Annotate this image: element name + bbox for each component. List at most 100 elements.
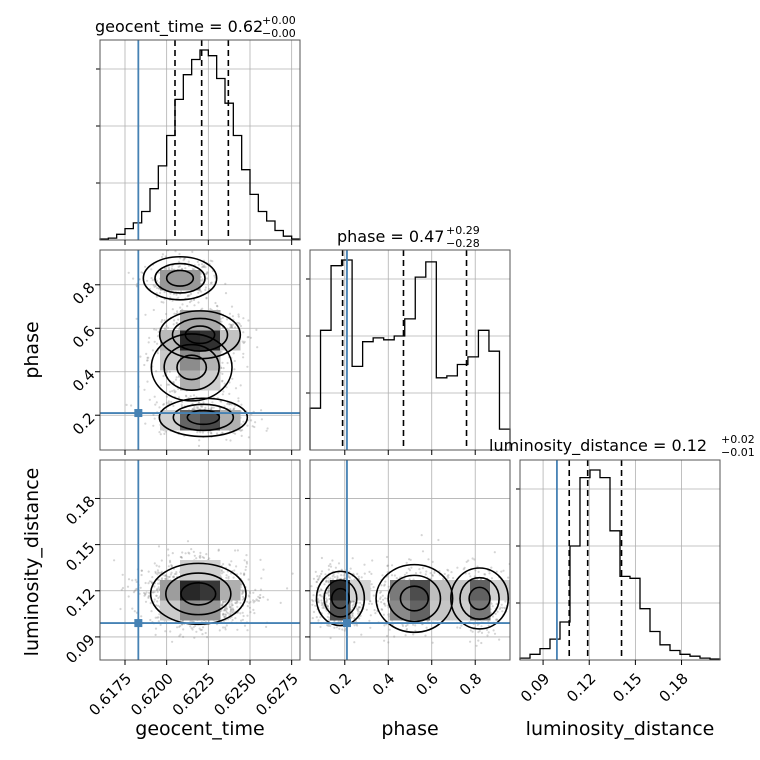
panel-luminosity-distance-vs-geocent-time-point bbox=[154, 616, 157, 619]
panel-luminosity-distance-vs-geocent-time-point bbox=[231, 607, 234, 610]
panel-luminosity-distance-vs-phase-point bbox=[311, 599, 314, 602]
ytick-label-phase-0: 0.2 bbox=[69, 409, 99, 439]
panel-phase-vs-geocent-time-point bbox=[184, 394, 188, 397]
panel-phase-vs-geocent-time-point bbox=[201, 431, 204, 434]
panel-phase-vs-geocent-time-point bbox=[146, 359, 149, 362]
panel-phase-vs-geocent-time-point bbox=[185, 395, 188, 398]
panel-luminosity-distance-vs-geocent-time-point bbox=[143, 591, 146, 595]
panel-luminosity-distance-vs-geocent-time-point bbox=[223, 608, 226, 612]
panel-luminosity-distance-vs-geocent-time-point bbox=[229, 610, 232, 614]
panel-luminosity-distance-vs-phase-point bbox=[326, 599, 329, 602]
panel-luminosity-distance-vs-geocent-time-point bbox=[148, 594, 151, 598]
panel-luminosity-distance-vs-geocent-time-point bbox=[259, 596, 262, 600]
panel-phase-vs-geocent-time-point bbox=[163, 432, 166, 435]
panel-phase-vs-geocent-time-point bbox=[153, 417, 156, 420]
panel-luminosity-distance-vs-phase-point bbox=[383, 602, 386, 605]
panel-phase-vs-geocent-time-point bbox=[167, 400, 170, 403]
panel-luminosity-distance-vs-phase-point bbox=[332, 573, 335, 577]
panel-luminosity-distance-vs-phase-point bbox=[477, 570, 480, 574]
panel-luminosity-distance-vs-geocent-time-point bbox=[156, 590, 159, 594]
panel-phase-vs-geocent-time-point bbox=[158, 287, 161, 290]
panel-phase-vs-geocent-time-point bbox=[241, 429, 244, 432]
panel-phase-vs-geocent-time-point bbox=[239, 384, 242, 387]
panel-phase-vs-geocent-time-point bbox=[242, 352, 245, 355]
panel-luminosity-distance-vs-phase-point bbox=[370, 602, 373, 606]
panel-luminosity-distance-vs-geocent-time-point bbox=[140, 573, 143, 577]
panel-luminosity-distance-vs-phase-point bbox=[356, 609, 359, 612]
panel-phase-vs-geocent-time-point bbox=[181, 303, 184, 306]
panel-phase-vs-geocent-time-point bbox=[216, 305, 219, 308]
panel-luminosity-distance-vs-geocent-time-point bbox=[221, 602, 224, 606]
panel-luminosity-distance-vs-phase-point bbox=[319, 625, 322, 629]
panel-luminosity-distance-vs-phase-point bbox=[356, 607, 359, 610]
panel-luminosity-distance-vs-geocent-time-point bbox=[247, 578, 250, 581]
panel-luminosity-distance-vs-geocent-time-point bbox=[148, 591, 151, 594]
panel-luminosity-distance-vs-geocent-time-point bbox=[178, 635, 181, 638]
panel-luminosity-distance-vs-phase-point bbox=[371, 559, 374, 562]
panel-phase-vs-geocent-time-point bbox=[233, 368, 236, 371]
xtick-label-geocent-time-0: 0.6175 bbox=[85, 670, 135, 720]
panel-luminosity-distance-vs-geocent-time-point bbox=[224, 607, 227, 610]
xtick-label-luminosity-distance-3: 0.18 bbox=[655, 670, 691, 706]
panel-luminosity-distance-vs-phase-point bbox=[421, 567, 424, 570]
title-luminosity-distance-plus: +0.02 bbox=[721, 433, 755, 446]
panel-phase-vs-geocent-time-point bbox=[232, 323, 235, 326]
panel-luminosity-distance-vs-geocent-time-point bbox=[127, 578, 131, 581]
panel-phase-vs-geocent-time-point bbox=[173, 319, 176, 322]
panel-luminosity-distance-vs-phase-point bbox=[363, 563, 366, 566]
panel-luminosity-distance-vs-geocent-time-point bbox=[249, 600, 252, 604]
panel-phase-vs-geocent-time-contour-2-1 bbox=[154, 262, 206, 294]
panel-luminosity-distance-vs-phase-point bbox=[370, 583, 373, 586]
hist-geocent-time-step bbox=[99, 49, 301, 240]
panel-luminosity-distance-vs-geocent-time-point bbox=[252, 601, 255, 604]
panel-luminosity-distance-vs-phase-point bbox=[480, 625, 483, 628]
panel-phase-vs-geocent-time-point bbox=[234, 326, 237, 329]
panel-luminosity-distance-vs-phase-point bbox=[359, 606, 362, 609]
panel-luminosity-distance-vs-geocent-time-point bbox=[241, 595, 245, 598]
panel-luminosity-distance-vs-geocent-time-point bbox=[159, 623, 162, 627]
panel-luminosity-distance-vs-geocent-time-point bbox=[171, 640, 174, 643]
panel-phase-vs-geocent-time-point bbox=[184, 267, 187, 270]
panel-luminosity-distance-vs-phase-point bbox=[357, 575, 360, 578]
panel-phase-vs-geocent-time-point bbox=[230, 323, 233, 327]
panel-phase-vs-geocent-time-point bbox=[210, 408, 213, 411]
panel-luminosity-distance-vs-phase-point bbox=[467, 559, 470, 562]
panel-phase-vs-geocent-time-point bbox=[237, 397, 240, 400]
panel-phase-vs-geocent-time-point bbox=[125, 403, 128, 406]
panel-luminosity-distance-vs-geocent-time-point bbox=[155, 564, 158, 567]
panel-phase-vs-geocent-time-point bbox=[247, 319, 250, 322]
panel-luminosity-distance-vs-geocent-time-point bbox=[200, 628, 203, 631]
panel-luminosity-distance-vs-phase-point bbox=[412, 633, 415, 636]
panel-luminosity-distance-vs-geocent-time-point bbox=[198, 627, 201, 630]
panel-phase-vs-geocent-time-point bbox=[230, 326, 233, 329]
xtick-label-geocent-time-3: 0.6250 bbox=[210, 670, 260, 720]
panel-phase-vs-geocent-time-point bbox=[168, 266, 171, 269]
panel-phase-vs-geocent-time-point bbox=[230, 403, 233, 406]
panel-luminosity-distance-vs-geocent-time-point bbox=[241, 591, 244, 595]
panel-phase-vs-geocent-time-point bbox=[127, 271, 130, 274]
panel-phase-vs-geocent-time-point bbox=[209, 259, 212, 262]
panel-phase-vs-geocent-time-point bbox=[200, 405, 203, 408]
panel-luminosity-distance-vs-geocent-time-point bbox=[193, 636, 196, 639]
panel-luminosity-distance-vs-geocent-time-point bbox=[248, 606, 251, 609]
panel-phase-vs-geocent-time-point bbox=[161, 253, 164, 256]
panel-luminosity-distance-vs-phase-cell bbox=[330, 580, 351, 601]
panel-phase-vs-geocent-time-point bbox=[192, 394, 196, 397]
panel-luminosity-distance-vs-phase-point bbox=[307, 596, 309, 598]
panel-luminosity-distance-vs-phase-point bbox=[357, 610, 360, 613]
panel-phase-vs-geocent-time-point bbox=[239, 324, 243, 328]
panel-luminosity-distance-vs-phase-point bbox=[474, 569, 477, 572]
panel-phase-vs-geocent-time-point bbox=[178, 328, 181, 331]
panel-phase-vs-geocent-time-point bbox=[221, 361, 224, 364]
panel-luminosity-distance-vs-phase-point bbox=[501, 606, 504, 609]
panel-phase-vs-geocent-time-point bbox=[165, 324, 168, 328]
panel-luminosity-distance-vs-geocent-time-point bbox=[175, 572, 178, 576]
panel-phase-vs-geocent-time-point bbox=[203, 264, 206, 267]
panel-luminosity-distance-vs-phase-point bbox=[485, 628, 489, 632]
panel-phase-vs-geocent-time-point bbox=[153, 328, 156, 331]
panel-phase-vs-geocent-time-point bbox=[186, 295, 189, 298]
panel-luminosity-distance-vs-phase-point bbox=[408, 558, 411, 561]
panel-luminosity-distance-vs-geocent-time-point bbox=[132, 591, 136, 594]
panel-luminosity-distance-vs-phase-point bbox=[327, 593, 330, 596]
panel-luminosity-distance-vs-phase-point bbox=[340, 574, 343, 577]
